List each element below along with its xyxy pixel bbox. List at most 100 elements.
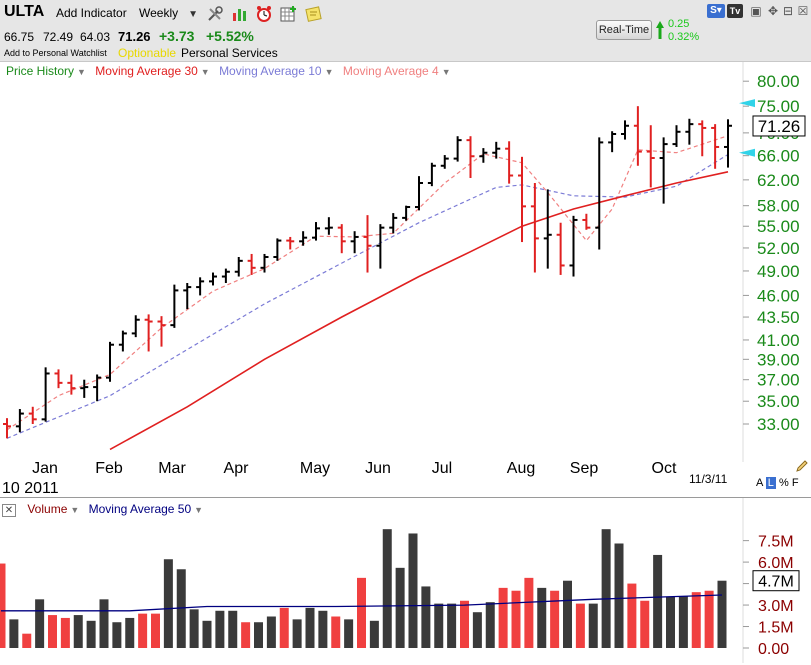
month-label: Jun: [365, 460, 391, 477]
open-value: 66.75: [4, 30, 35, 44]
legend-volume[interactable]: Volume: [27, 502, 68, 516]
month-label: Oct: [652, 460, 677, 477]
ohlc-bar: [492, 141, 501, 159]
tools-icon[interactable]: [206, 5, 224, 23]
close-value: 71.26: [118, 29, 151, 44]
price-tick-label: 46.00: [757, 286, 800, 305]
ma30-line: [109, 171, 729, 451]
volume-bar: [511, 590, 521, 648]
low-value: 64.03: [80, 30, 111, 44]
ohlc-bar: [724, 119, 732, 168]
alarm-clock-icon[interactable]: [255, 5, 273, 23]
price-chart[interactable]: 80.0075.0070.0066.0062.0058.0055.0052.00…: [0, 62, 811, 497]
volume-bar: [563, 580, 572, 648]
realtime-button[interactable]: Real-Time: [596, 20, 652, 40]
chevron-down-icon: ▼: [188, 9, 199, 20]
ohlc-bar: [505, 141, 514, 184]
scale-auto-button[interactable]: A: [756, 477, 763, 489]
volume-bar: [48, 615, 57, 648]
ohlc-bar: [672, 125, 681, 147]
volume-bar: [279, 607, 289, 648]
volume-bar: [99, 599, 109, 648]
volume-bar: [9, 619, 19, 648]
volume-bar: [60, 617, 70, 648]
ohlc-bar: [234, 256, 243, 277]
chevron-down-icon[interactable]: ▼: [194, 505, 204, 515]
volume-bar: [614, 543, 624, 648]
tv-icon[interactable]: Tv: [727, 4, 743, 18]
volume-bar: [537, 587, 547, 648]
volume-bar: [305, 607, 315, 648]
watchlist-link[interactable]: Add to Personal Watchlist: [4, 48, 107, 58]
ohlc-bar: [518, 156, 526, 243]
ohlc-bar: [106, 341, 114, 382]
legend-ma4[interactable]: Moving Average 4: [342, 64, 439, 78]
add-indicator-button[interactable]: Add Indicator: [56, 6, 127, 20]
chevron-down-icon[interactable]: ▼: [200, 67, 210, 77]
ohlc-bar: [595, 137, 604, 250]
volume-bar: [163, 559, 173, 648]
pencil-icon[interactable]: [795, 459, 809, 473]
note-icon[interactable]: [305, 5, 323, 23]
pane-divider[interactable]: [0, 497, 811, 498]
ohlc-bar: [427, 162, 436, 187]
ohlc-bar: [54, 369, 63, 389]
legend-ma30[interactable]: Moving Average 30: [95, 64, 198, 78]
volume-bar: [112, 622, 122, 648]
chevron-down-icon[interactable]: ▼: [77, 67, 86, 77]
volume-bar: [408, 533, 418, 648]
scale-log-button[interactable]: L: [765, 477, 776, 489]
price-tick-label: 66.00: [757, 147, 800, 166]
chevron-down-icon[interactable]: ▼: [70, 505, 80, 515]
high-marker: [739, 99, 755, 108]
ohlc-bar: [183, 282, 192, 310]
ohlc-bar: [312, 222, 320, 241]
close-icon[interactable]: ☒: [797, 4, 809, 18]
symbol-label[interactable]: ULTA: [4, 3, 45, 20]
period-dropdown[interactable]: Weekly ▼: [139, 6, 198, 20]
s-plus-icon[interactable]: S▾: [707, 4, 725, 18]
legend-ma10[interactable]: Moving Average 10: [219, 64, 322, 78]
price-tick-label: 33.00: [757, 415, 800, 434]
ohlc-bar: [633, 106, 642, 166]
legend-ma50[interactable]: Moving Average 50: [88, 502, 192, 516]
month-label: Sep: [570, 460, 599, 477]
price-tick-label: 35.00: [757, 392, 800, 411]
bar-chart-icon[interactable]: [231, 5, 249, 23]
volume-tick-label: 7.5M: [758, 534, 794, 551]
close-pane-icon[interactable]: ✕: [2, 504, 16, 517]
ohlc-bar: [3, 418, 11, 439]
restore-icon[interactable]: ▣: [750, 4, 762, 18]
volume-bar: [228, 610, 238, 648]
low-marker: [739, 148, 755, 157]
volume-legend: ✕ Volume ▼ Moving Average 50 ▼: [2, 502, 203, 517]
minimize-icon[interactable]: ⊟: [782, 4, 794, 18]
rt-change-value: 0.25: [668, 18, 690, 30]
last-volume-box: [752, 570, 800, 592]
ohlc-bar: [221, 268, 230, 283]
ohlc-bar: [415, 176, 423, 211]
price-tick-label: 58.00: [757, 197, 800, 216]
ohlc-bar: [556, 222, 565, 275]
scale-fixed-button[interactable]: F: [791, 477, 799, 489]
volume-tick-label: 1.5M: [758, 620, 794, 637]
volume-bar: [653, 554, 663, 648]
grid-icon[interactable]: [280, 5, 298, 23]
ohlc-bar: [466, 136, 475, 178]
maximize-icon[interactable]: ✥: [767, 4, 779, 18]
volume-chart[interactable]: 7.5M6.0M4.5M3.0M1.5M0.004.7M: [0, 498, 811, 663]
change-pct-value: +5.52%: [206, 28, 254, 44]
volume-bar: [421, 586, 431, 648]
scale-percent-button[interactable]: %: [778, 477, 789, 489]
ohlc-bar: [698, 120, 707, 157]
volume-bar: [485, 602, 495, 648]
legend-price-history[interactable]: Price History: [6, 64, 75, 78]
rt-change-pct-value: 0.32%: [668, 31, 700, 43]
chevron-down-icon[interactable]: ▼: [324, 67, 334, 77]
price-tick-label: 37.00: [757, 371, 800, 390]
volume-bar: [434, 603, 444, 648]
volume-bar: [550, 590, 560, 648]
volume-bar: [86, 620, 96, 648]
ohlc-bar: [685, 118, 694, 145]
chevron-down-icon[interactable]: ▼: [441, 67, 451, 77]
